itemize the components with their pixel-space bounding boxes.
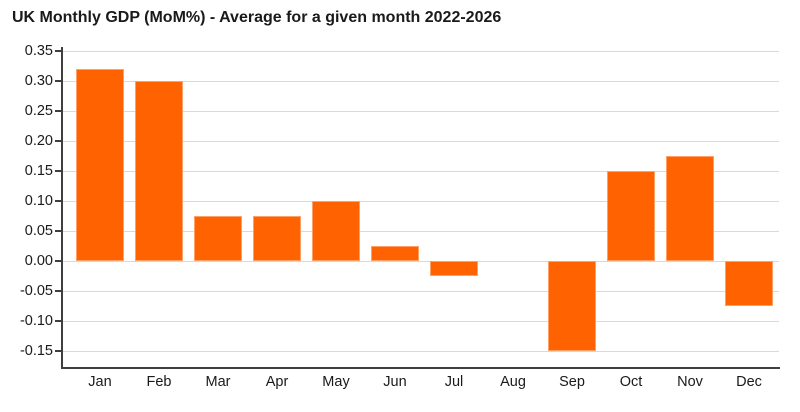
x-axis-tick-label: Jan xyxy=(88,374,112,390)
bar-jan xyxy=(76,69,124,261)
y-axis-tickmark xyxy=(55,170,62,172)
bar-jun xyxy=(371,246,419,261)
y-axis-tickmark xyxy=(55,140,62,142)
y-axis-tick-label: 0.10 xyxy=(24,193,53,209)
y-axis-tickmark xyxy=(55,200,62,202)
gridline xyxy=(62,110,779,112)
y-axis-tick-label: -0.15 xyxy=(19,343,53,359)
gridline xyxy=(62,50,779,52)
gridline xyxy=(62,140,779,142)
x-axis-tick-label: May xyxy=(322,374,350,390)
gridline xyxy=(62,320,779,322)
x-axis-tick-label: Sep xyxy=(559,374,585,390)
bar-sep xyxy=(548,261,596,351)
bar-jul xyxy=(430,261,478,276)
bar-dec xyxy=(725,261,773,306)
x-axis-line xyxy=(61,367,780,369)
bar-apr xyxy=(253,216,301,261)
x-axis-tick-label: Mar xyxy=(205,374,231,390)
y-axis-tick-label: 0.30 xyxy=(24,73,53,89)
bar-nov xyxy=(666,156,714,261)
y-axis-tick-label: 0.00 xyxy=(24,253,53,269)
x-axis-tick-label: Jul xyxy=(444,374,464,390)
x-axis-tick-label: Feb xyxy=(146,374,172,390)
y-axis-tick-label: 0.15 xyxy=(24,163,53,179)
x-axis-tick-label: Jun xyxy=(383,374,407,390)
bar-feb xyxy=(135,81,183,261)
y-axis-tickmark xyxy=(55,320,62,322)
y-axis-tickmark xyxy=(55,260,62,262)
y-axis-tick-label: -0.05 xyxy=(19,283,53,299)
gridline xyxy=(62,80,779,82)
y-axis-tick-label: 0.20 xyxy=(24,133,53,149)
y-axis-tickmark xyxy=(55,110,62,112)
x-axis-tick-label: Aug xyxy=(500,374,526,390)
bar-may xyxy=(312,201,360,261)
gridline xyxy=(62,170,779,172)
x-axis-tick-label: Dec xyxy=(736,374,762,390)
x-axis-tick-label: Apr xyxy=(265,374,289,390)
y-axis-tick-label: 0.25 xyxy=(24,103,53,119)
bar-mar xyxy=(194,216,242,261)
gridline xyxy=(62,290,779,292)
bar-oct xyxy=(607,171,655,261)
y-axis-tickmark xyxy=(55,50,62,52)
y-axis-line xyxy=(61,47,63,368)
y-axis-tick-label: -0.10 xyxy=(19,313,53,329)
y-axis-tickmark xyxy=(55,290,62,292)
x-axis-tick-label: Oct xyxy=(619,374,643,390)
y-axis-tick-label: 0.35 xyxy=(24,43,53,59)
gridline xyxy=(62,350,779,352)
gridline xyxy=(62,260,779,262)
gridline xyxy=(62,230,779,232)
y-axis-tickmark xyxy=(55,80,62,82)
y-axis-tick-label: 0.05 xyxy=(24,223,53,239)
chart-title: UK Monthly GDP (MoM%) - Average for a gi… xyxy=(12,9,502,26)
y-axis-tickmark xyxy=(55,350,62,352)
y-axis-tickmark xyxy=(55,230,62,232)
x-axis-tick-label: Nov xyxy=(677,374,703,390)
gridline xyxy=(62,200,779,202)
